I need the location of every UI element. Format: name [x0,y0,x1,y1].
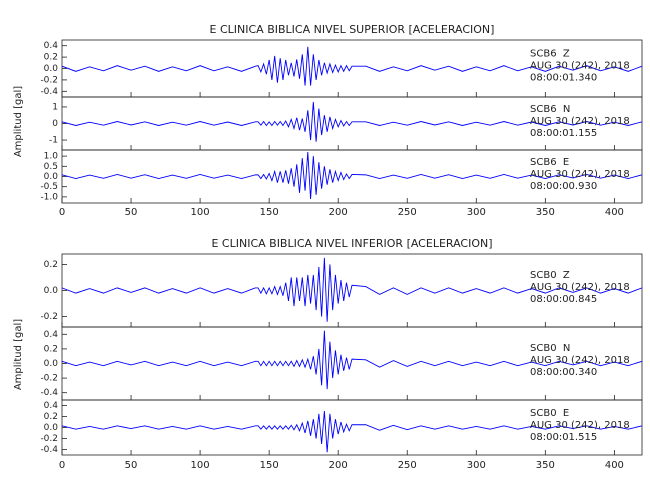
date-label: AUG 30 (242), 2018 [530,116,630,127]
y-tick-label: 0.0 [44,286,59,296]
x-tick-label: 0 [59,207,65,218]
y-tick-label: 0.2 [44,260,58,270]
time-label: 08:00:00.340 [530,367,597,378]
station-label: SCB0 E [530,408,569,419]
time-label: 08:00:01.515 [530,432,597,443]
x-tick-label: 300 [467,460,486,471]
y-tick-label: 0.0 [44,359,59,369]
waveform [61,101,643,142]
y-tick-label: 0.2 [44,344,58,354]
x-tick-label: 350 [536,207,555,218]
station-label: SCB0 Z [530,270,570,281]
date-label: AUG 30 (242), 2018 [530,282,630,293]
y-tick-label: 0.0 [44,172,59,182]
x-tick-label: 150 [260,460,279,471]
date-label: AUG 30 (242), 2018 [530,420,630,431]
chart-title: E CLINICA BIBLICA NIVEL SUPERIOR [ACELER… [210,23,495,36]
station-label: SCB6 Z [530,49,570,60]
date-label: AUG 30 (242), 2018 [530,355,630,366]
y-tick-label: -0.5 [40,182,58,192]
x-tick-label: 50 [125,207,138,218]
y-tick-label: -1 [49,136,58,146]
time-label: 08:00:01.155 [530,128,597,139]
x-tick-label: 200 [329,460,348,471]
y-tick-label: -0.4 [40,87,58,97]
time-label: 08:00:01.340 [530,73,597,84]
y-tick-label: 1.0 [44,152,59,162]
y-axis-label: Amplitud [gal] [13,319,24,390]
y-tick-label: 0.4 [44,401,59,411]
station-label: SCB6 E [530,157,569,168]
y-tick-label: -0.2 [40,75,58,85]
x-tick-label: 150 [260,207,279,218]
x-tick-label: 250 [398,207,417,218]
y-tick-label: 0 [52,119,58,129]
x-tick-label: 350 [536,460,555,471]
x-tick-label: 200 [329,207,348,218]
y-tick-label: 0.5 [44,162,58,172]
station-label: SCB6 N [530,104,570,115]
x-tick-label: 250 [398,460,417,471]
y-tick-label: 0.0 [44,423,59,433]
y-tick-label: -0.2 [40,434,58,444]
y-tick-label: -0.4 [40,388,58,398]
y-axis-label: Amplitud [gal] [13,86,24,157]
x-tick-label: 400 [605,207,624,218]
y-tick-label: 1 [52,102,58,112]
waveform [61,330,643,390]
x-tick-label: 300 [467,207,486,218]
waveform [61,257,643,322]
y-tick-label: -0.2 [40,374,58,384]
x-tick-label: 100 [191,207,210,218]
waveform [61,410,643,453]
waveform [61,152,643,199]
y-tick-label: 0.4 [44,330,59,340]
y-tick-label: -0.2 [40,312,58,322]
date-label: AUG 30 (242), 2018 [530,61,630,72]
time-label: 08:00:00.930 [530,181,597,192]
y-tick-label: 0.4 [44,41,59,51]
chart-title: E CLINICA BIBLICA NIVEL INFERIOR [ACELER… [211,237,492,250]
y-tick-label: 0.2 [44,412,58,422]
waveform [61,46,643,86]
y-tick-label: 0.0 [44,64,59,74]
date-label: AUG 30 (242), 2018 [530,169,630,180]
x-tick-label: 0 [59,460,65,471]
x-tick-label: 100 [191,460,210,471]
station-label: SCB0 N [530,343,570,354]
x-tick-label: 400 [605,460,624,471]
y-tick-label: 0.2 [44,53,58,63]
y-tick-label: -1.0 [40,192,58,202]
x-tick-label: 50 [125,460,138,471]
y-tick-label: -0.4 [40,445,58,455]
time-label: 08:00:00.845 [530,294,597,305]
